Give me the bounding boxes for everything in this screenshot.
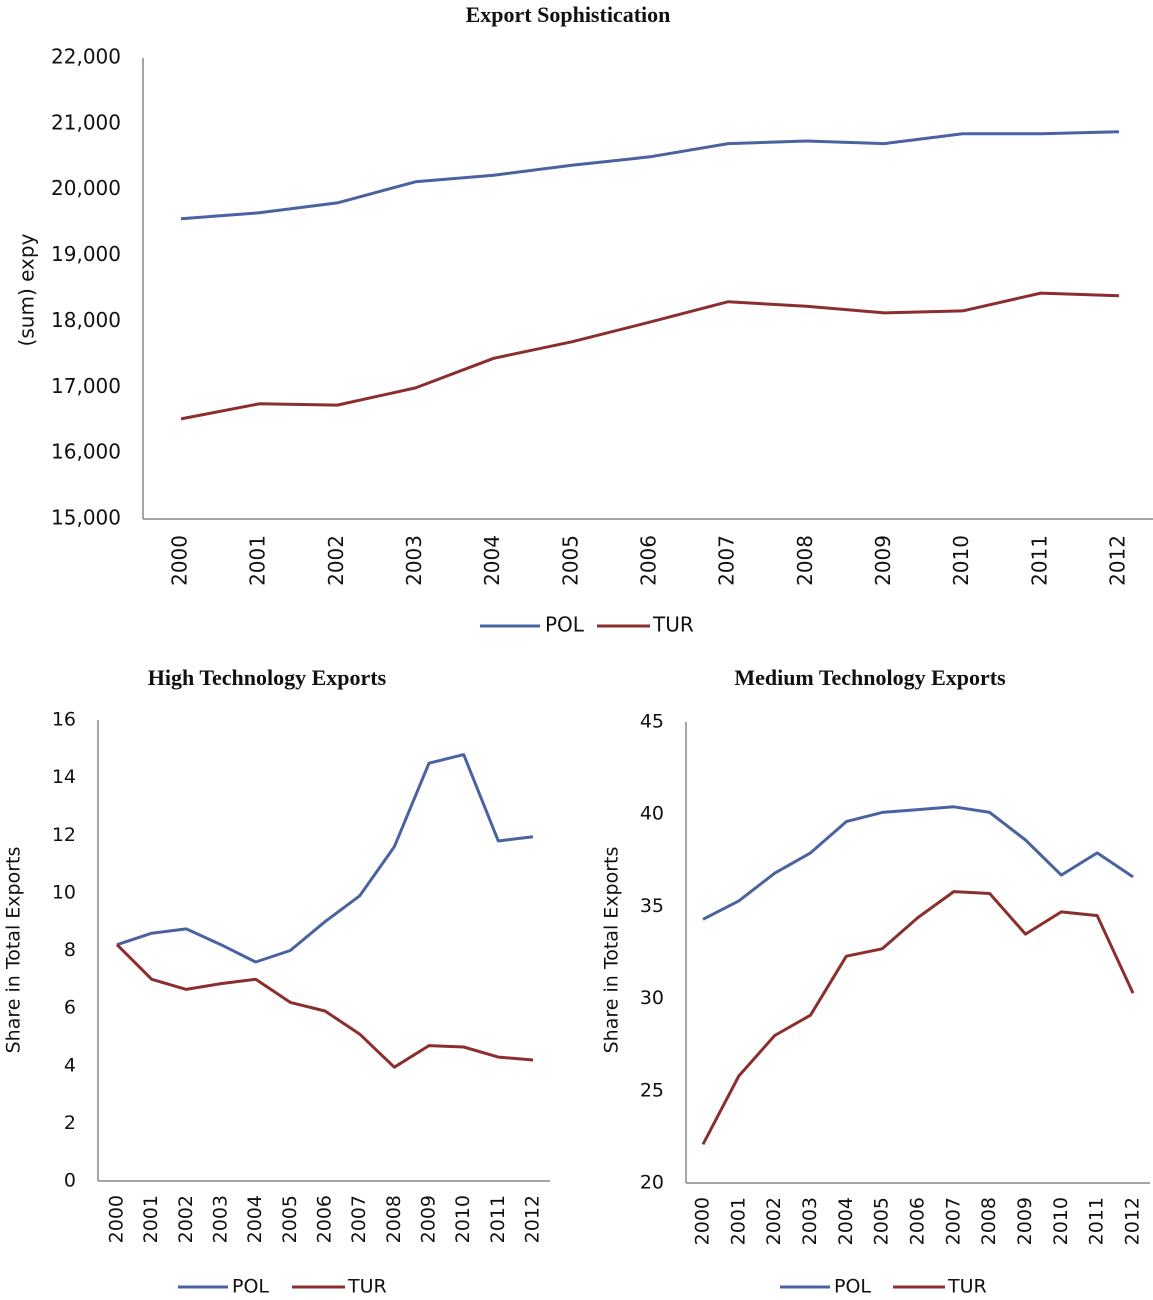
chart-title: Medium Technology Exports xyxy=(734,665,1006,690)
series-line xyxy=(116,753,534,964)
series-line xyxy=(702,805,1134,921)
y-tick-label: 17,000 xyxy=(51,374,121,398)
x-tick-label: 2000 xyxy=(692,1197,714,1245)
x-tick-label: 2003 xyxy=(210,1195,232,1243)
x-tick-label: 2010 xyxy=(452,1195,474,1243)
y-tick-label: 12 xyxy=(52,824,76,846)
x-tick-label: 2001 xyxy=(727,1197,749,1245)
y-tick-label: 21,000 xyxy=(51,110,121,134)
x-tick-label: 2008 xyxy=(793,535,817,586)
y-tick-label: 4 xyxy=(64,1054,76,1076)
y-tick-label: 22,000 xyxy=(51,45,121,69)
x-tick-label: 2002 xyxy=(175,1195,197,1243)
x-tick-label: 2010 xyxy=(1050,1197,1072,1245)
y-tick-label: 15,000 xyxy=(51,506,121,530)
legend-label: POL xyxy=(834,1276,871,1298)
x-tick-label: 2005 xyxy=(279,1195,301,1243)
x-tick-label: 2002 xyxy=(324,535,348,586)
y-tick-label: 20,000 xyxy=(51,176,121,200)
x-tick-label: 2012 xyxy=(522,1195,544,1243)
y-axis-label: (sum) expy xyxy=(15,233,39,346)
x-tick-label: 2001 xyxy=(140,1195,162,1243)
series-line xyxy=(701,890,1135,1145)
y-axis-label: Share in Total Exports xyxy=(601,847,623,1054)
x-tick-label: 2004 xyxy=(244,1195,266,1243)
series-line xyxy=(115,943,534,1069)
y-tick-label: 16,000 xyxy=(51,440,121,464)
y-tick-label: 45 xyxy=(640,711,664,733)
legend-label: TUR xyxy=(947,1276,987,1298)
x-tick-label: 2009 xyxy=(871,535,895,586)
x-tick-label: 2005 xyxy=(558,535,582,586)
y-tick-label: 0 xyxy=(64,1170,76,1192)
x-tick-label: 2009 xyxy=(1014,1197,1036,1245)
y-tick-label: 30 xyxy=(640,987,664,1009)
legend-label: POL xyxy=(232,1276,269,1298)
x-tick-label: 2000 xyxy=(106,1195,128,1243)
x-tick-label: 2000 xyxy=(168,535,192,586)
x-tick-label: 2001 xyxy=(246,535,270,586)
y-tick-label: 16 xyxy=(52,709,76,731)
x-tick-label: 2007 xyxy=(348,1195,370,1243)
x-tick-label: 2002 xyxy=(763,1197,785,1245)
x-tick-label: 2006 xyxy=(314,1195,336,1243)
y-tick-label: 35 xyxy=(640,895,664,917)
y-tick-label: 25 xyxy=(640,1079,664,1101)
y-tick-label: 14 xyxy=(52,766,76,788)
x-tick-label: 2009 xyxy=(418,1195,440,1243)
x-tick-label: 2003 xyxy=(799,1197,821,1245)
chart-title: High Technology Exports xyxy=(148,665,387,690)
x-tick-label: 2011 xyxy=(1086,1197,1108,1245)
y-tick-label: 8 xyxy=(64,939,76,961)
y-tick-label: 20 xyxy=(640,1172,664,1194)
x-tick-label: 2011 xyxy=(487,1195,509,1243)
chart-title: Export Sophistication xyxy=(466,2,671,27)
y-tick-label: 2 xyxy=(64,1112,76,1134)
y-tick-label: 18,000 xyxy=(51,308,121,332)
series-line xyxy=(180,130,1120,221)
legend-label: TUR xyxy=(652,613,694,637)
x-tick-label: 2006 xyxy=(637,535,661,586)
y-axis-label: Share in Total Exports xyxy=(3,847,25,1054)
x-tick-label: 2003 xyxy=(402,535,426,586)
x-tick-label: 2008 xyxy=(383,1195,405,1243)
y-tick-label: 6 xyxy=(64,997,76,1019)
x-tick-label: 2007 xyxy=(715,535,739,586)
x-tick-label: 2007 xyxy=(942,1197,964,1245)
x-tick-label: 2006 xyxy=(907,1197,929,1245)
y-tick-label: 40 xyxy=(640,803,664,825)
x-tick-label: 2010 xyxy=(949,535,973,586)
series-line xyxy=(180,291,1120,421)
y-tick-label: 19,000 xyxy=(51,242,121,266)
y-tick-label: 10 xyxy=(52,881,76,903)
x-tick-label: 2008 xyxy=(978,1197,1000,1245)
x-tick-label: 2012 xyxy=(1106,535,1130,586)
x-tick-label: 2005 xyxy=(871,1197,893,1245)
legend-label: POL xyxy=(545,613,585,637)
x-tick-label: 2004 xyxy=(835,1197,857,1245)
x-tick-label: 2004 xyxy=(480,535,504,586)
x-tick-label: 2011 xyxy=(1027,535,1051,586)
x-tick-label: 2012 xyxy=(1122,1197,1144,1245)
legend-label: TUR xyxy=(347,1276,387,1298)
